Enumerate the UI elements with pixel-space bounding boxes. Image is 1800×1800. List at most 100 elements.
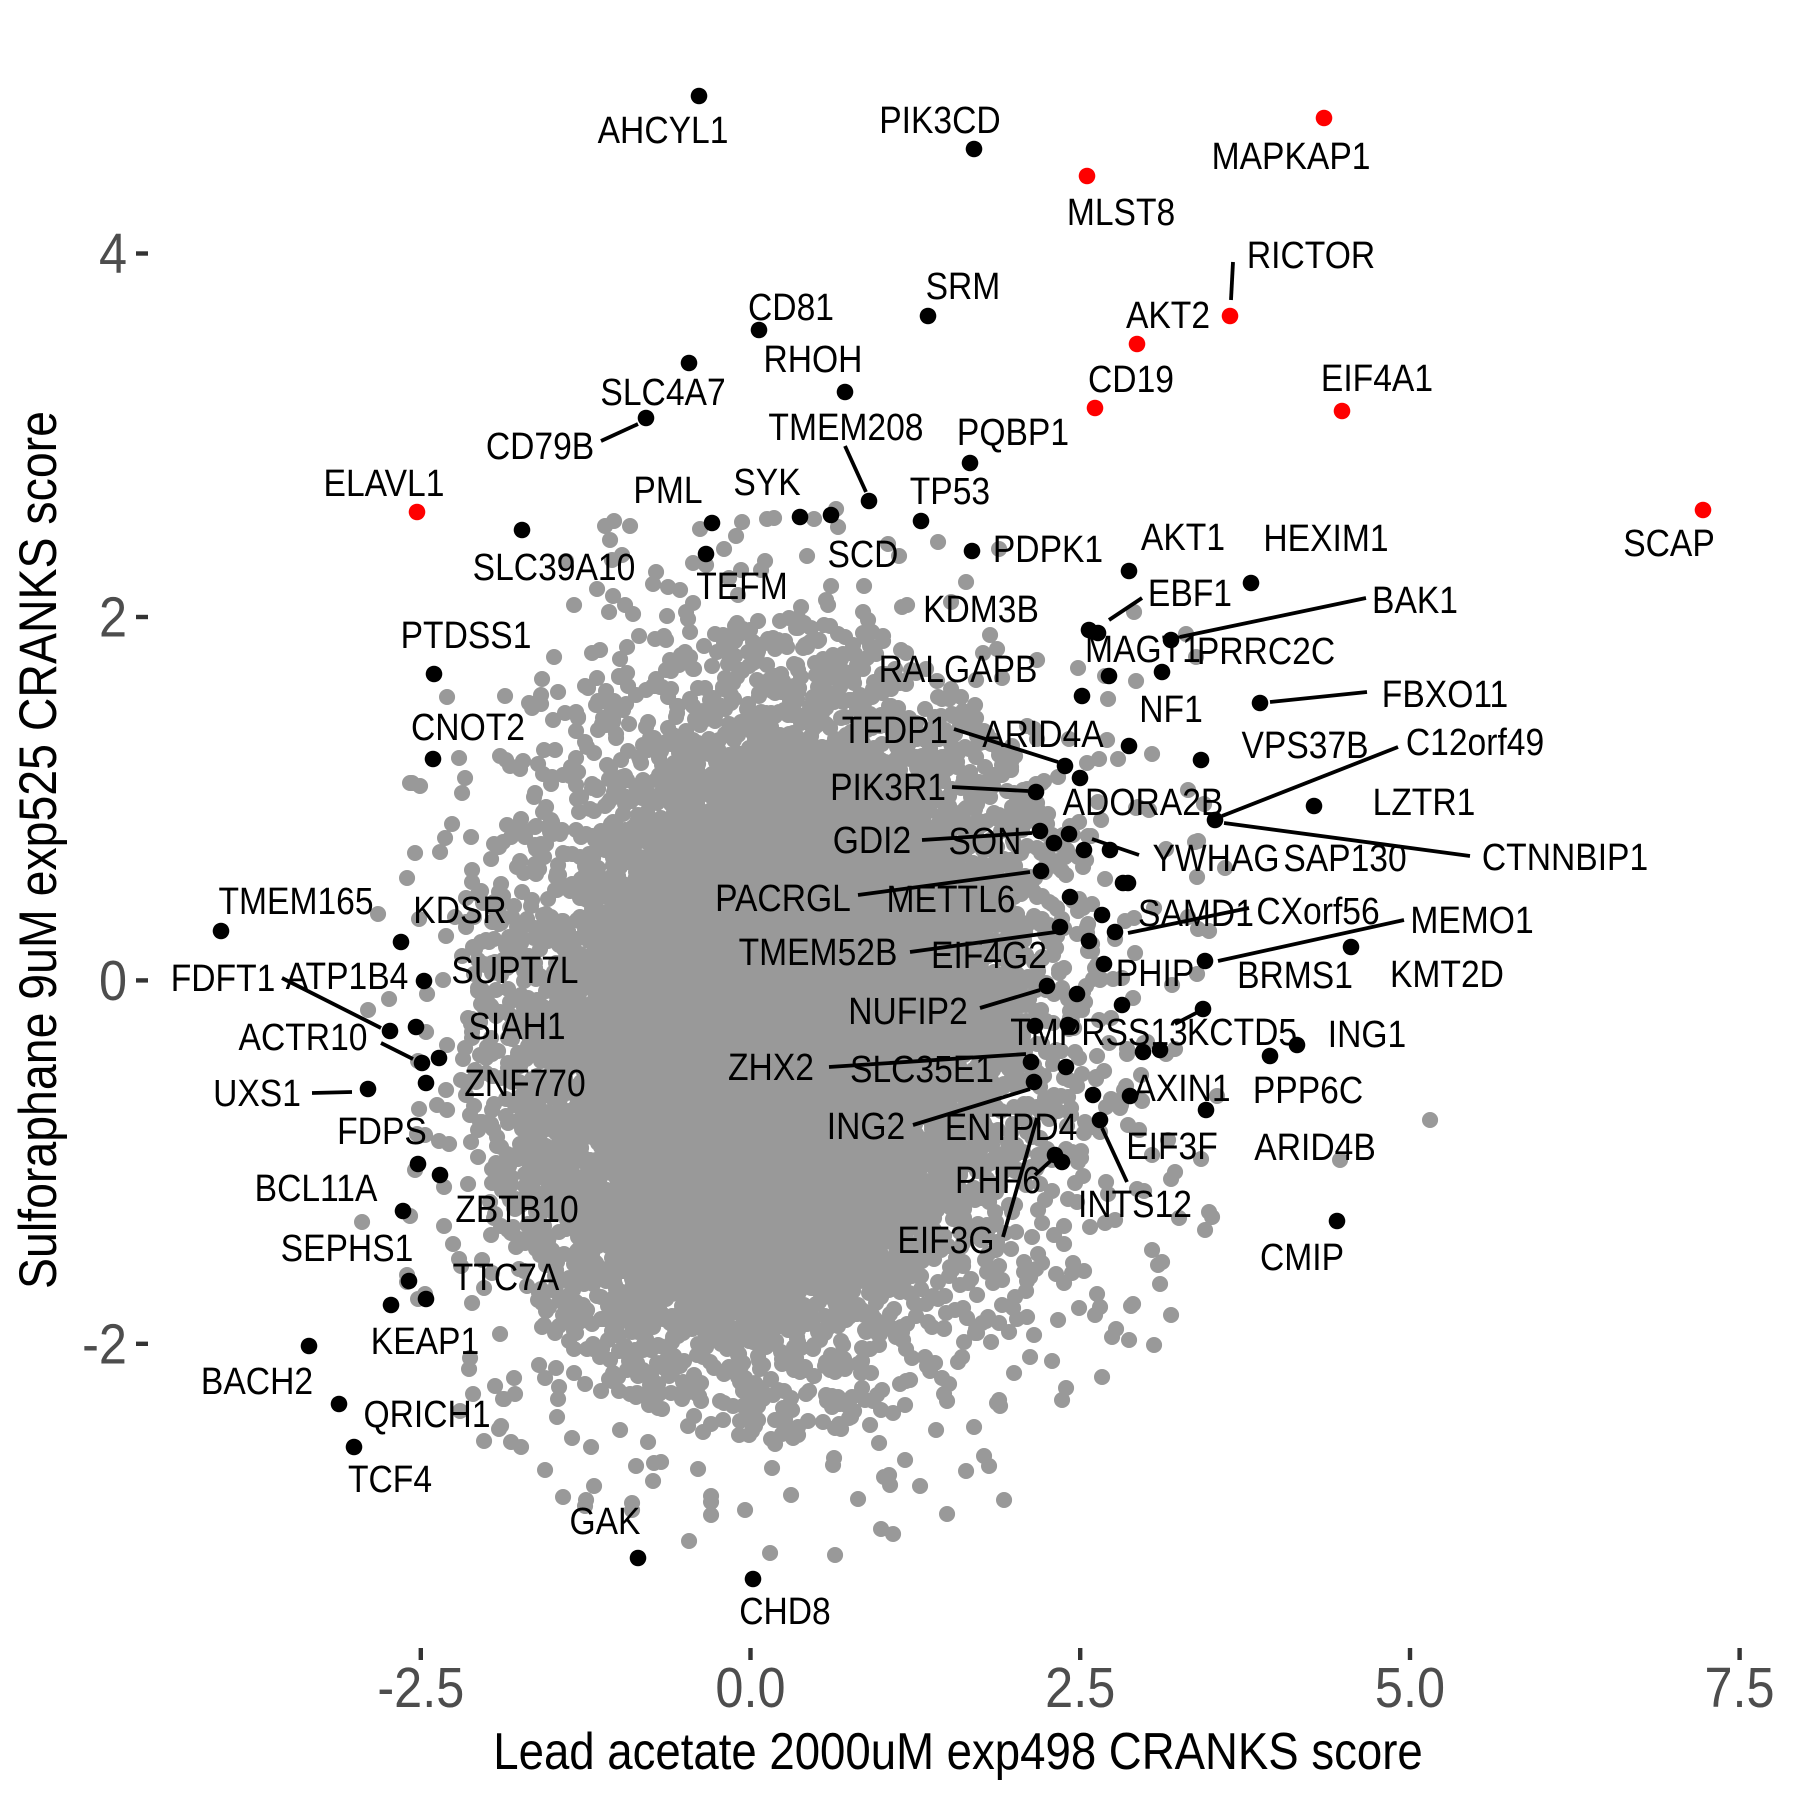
svg-text:CHD8: CHD8 bbox=[739, 1590, 831, 1632]
svg-text:C12orf49: C12orf49 bbox=[1406, 721, 1544, 763]
svg-text:ARID4B: ARID4B bbox=[1254, 1126, 1375, 1168]
svg-text:4: 4 bbox=[99, 222, 127, 286]
svg-text:KEAP1: KEAP1 bbox=[371, 1320, 479, 1362]
svg-text:Sulforaphane 9uM exp525 CRANKS: Sulforaphane 9uM exp525 CRANKS score bbox=[8, 411, 67, 1289]
svg-text:GAK: GAK bbox=[569, 1500, 640, 1542]
svg-text:PIK3R1: PIK3R1 bbox=[830, 766, 946, 808]
svg-text:ENTPD4: ENTPD4 bbox=[945, 1106, 1078, 1148]
svg-text:MAPKAP1: MAPKAP1 bbox=[1212, 135, 1371, 177]
svg-text:CTNNBIP1: CTNNBIP1 bbox=[1482, 836, 1648, 878]
svg-text:SAMD1: SAMD1 bbox=[1138, 892, 1254, 934]
svg-text:NUFIP2: NUFIP2 bbox=[848, 990, 968, 1032]
svg-text:ACTR10: ACTR10 bbox=[239, 1016, 368, 1058]
svg-text:2: 2 bbox=[99, 586, 127, 650]
svg-text:SCD: SCD bbox=[827, 533, 898, 575]
svg-text:PHF6: PHF6 bbox=[955, 1159, 1041, 1201]
svg-text:0.0: 0.0 bbox=[715, 1656, 785, 1720]
svg-text:BACH2: BACH2 bbox=[201, 1360, 313, 1402]
svg-text:SAP130: SAP130 bbox=[1283, 837, 1406, 879]
svg-text:EBF1: EBF1 bbox=[1148, 572, 1232, 614]
svg-text:PHIP: PHIP bbox=[1116, 952, 1194, 994]
svg-text:KDM3B: KDM3B bbox=[923, 588, 1039, 630]
svg-text:ELAVL1: ELAVL1 bbox=[324, 462, 445, 504]
svg-text:TCF4: TCF4 bbox=[348, 1458, 432, 1500]
svg-text:SRM: SRM bbox=[926, 265, 1001, 307]
svg-text:PPP6C: PPP6C bbox=[1253, 1069, 1363, 1111]
svg-text:AHCYL1: AHCYL1 bbox=[598, 109, 729, 151]
svg-text:INTS12: INTS12 bbox=[1078, 1183, 1192, 1225]
svg-text:CXorf56: CXorf56 bbox=[1256, 890, 1379, 932]
svg-text:AKT1: AKT1 bbox=[1141, 516, 1225, 558]
svg-text:EIF4A1: EIF4A1 bbox=[1321, 357, 1433, 399]
svg-text:CD81: CD81 bbox=[748, 286, 834, 328]
svg-text:RICTOR: RICTOR bbox=[1247, 234, 1375, 276]
svg-text:CNOT2: CNOT2 bbox=[411, 706, 525, 748]
svg-text:MAGT1: MAGT1 bbox=[1085, 628, 1201, 670]
svg-text:ING2: ING2 bbox=[827, 1105, 905, 1147]
svg-text:0: 0 bbox=[99, 949, 127, 1013]
svg-text:TMEM208: TMEM208 bbox=[768, 406, 923, 448]
svg-text:EIF3F: EIF3F bbox=[1126, 1125, 1218, 1167]
svg-text:SLC35E1: SLC35E1 bbox=[850, 1048, 994, 1090]
svg-text:BAK1: BAK1 bbox=[1372, 579, 1458, 621]
svg-text:PML: PML bbox=[633, 469, 702, 511]
svg-text:PIK3CD: PIK3CD bbox=[879, 99, 1000, 141]
svg-text:CMIP: CMIP bbox=[1260, 1236, 1344, 1278]
svg-text:SEPHS1: SEPHS1 bbox=[281, 1227, 414, 1269]
svg-text:PTDSS1: PTDSS1 bbox=[401, 614, 532, 656]
svg-text:VPS37B: VPS37B bbox=[1241, 724, 1368, 766]
svg-text:Lead acetate 2000uM exp498 CRA: Lead acetate 2000uM exp498 CRANKS score bbox=[493, 1723, 1422, 1780]
svg-text:TTC7A: TTC7A bbox=[453, 1256, 560, 1298]
svg-text:NF1: NF1 bbox=[1139, 688, 1203, 730]
svg-text:FDPS: FDPS bbox=[337, 1110, 427, 1152]
svg-text:ZBTB10: ZBTB10 bbox=[455, 1188, 578, 1230]
svg-text:TMEM165: TMEM165 bbox=[218, 880, 373, 922]
svg-text:METTL6: METTL6 bbox=[887, 878, 1016, 920]
svg-text:AXIN1: AXIN1 bbox=[1133, 1067, 1230, 1109]
svg-text:SYK: SYK bbox=[733, 461, 800, 503]
svg-text:TMPRSS13: TMPRSS13 bbox=[1010, 1011, 1188, 1053]
svg-text:LZTR1: LZTR1 bbox=[1373, 781, 1476, 823]
svg-text:AKT2: AKT2 bbox=[1126, 294, 1210, 336]
svg-text:MLST8: MLST8 bbox=[1067, 191, 1175, 233]
svg-text:BRMS1: BRMS1 bbox=[1237, 954, 1353, 996]
svg-text:RALGAPB: RALGAPB bbox=[879, 648, 1038, 690]
svg-text:KDSR: KDSR bbox=[413, 889, 506, 931]
svg-text:SON: SON bbox=[949, 820, 1022, 862]
svg-text:UXS1: UXS1 bbox=[213, 1072, 301, 1114]
svg-text:QRICH1: QRICH1 bbox=[363, 1393, 490, 1435]
svg-text:7.5: 7.5 bbox=[1704, 1656, 1774, 1720]
svg-text:SCAP: SCAP bbox=[1623, 522, 1715, 564]
svg-text:SUPT7L: SUPT7L bbox=[451, 949, 578, 991]
svg-text:MEMO1: MEMO1 bbox=[1410, 899, 1533, 941]
svg-text:TMEM52B: TMEM52B bbox=[739, 931, 898, 973]
svg-text:FDFT1: FDFT1 bbox=[171, 957, 276, 999]
svg-text:PQBP1: PQBP1 bbox=[957, 411, 1069, 453]
svg-text:TFDP1: TFDP1 bbox=[842, 709, 948, 751]
svg-text:SLC39A10: SLC39A10 bbox=[473, 546, 636, 588]
svg-text:CD19: CD19 bbox=[1088, 358, 1174, 400]
svg-text:BCL11A: BCL11A bbox=[255, 1167, 378, 1209]
svg-text:KMT2D: KMT2D bbox=[1390, 953, 1504, 995]
svg-text:CD79B: CD79B bbox=[486, 425, 594, 467]
svg-text:SIAH1: SIAH1 bbox=[468, 1005, 565, 1047]
svg-text:RHOH: RHOH bbox=[763, 338, 862, 380]
svg-text:PDPK1: PDPK1 bbox=[993, 528, 1103, 570]
svg-text:-2.5: -2.5 bbox=[377, 1656, 464, 1720]
svg-text:TP53: TP53 bbox=[910, 470, 990, 512]
svg-text:PRRC2C: PRRC2C bbox=[1197, 630, 1335, 672]
svg-text:KCTD5: KCTD5 bbox=[1187, 1011, 1297, 1053]
svg-text:ZNF770: ZNF770 bbox=[464, 1062, 585, 1104]
svg-text:HEXIM1: HEXIM1 bbox=[1263, 517, 1388, 559]
svg-text:EIF4G2: EIF4G2 bbox=[931, 934, 1047, 976]
svg-text:ZHX2: ZHX2 bbox=[728, 1046, 814, 1088]
svg-text:EIF3G: EIF3G bbox=[897, 1219, 994, 1261]
svg-text:ATP1B4: ATP1B4 bbox=[286, 955, 409, 997]
svg-text:SLC4A7: SLC4A7 bbox=[600, 371, 725, 413]
svg-text:ING1: ING1 bbox=[1328, 1013, 1406, 1055]
svg-text:2.5: 2.5 bbox=[1045, 1656, 1115, 1720]
svg-text:-2: -2 bbox=[82, 1312, 127, 1376]
svg-text:YWHAG: YWHAG bbox=[1152, 837, 1279, 879]
svg-text:GDI2: GDI2 bbox=[833, 819, 911, 861]
svg-text:ARID4A: ARID4A bbox=[982, 713, 1104, 755]
